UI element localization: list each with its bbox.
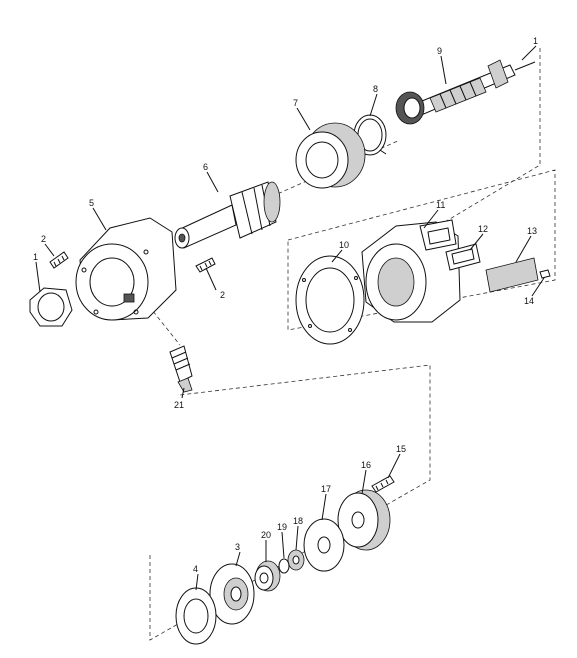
callout-6: 8 — [373, 84, 378, 94]
part-12-screw — [539, 269, 551, 279]
callout-21: 21 — [174, 400, 184, 410]
part-14-end-cap — [337, 489, 391, 551]
part-2-bolt-left — [49, 251, 69, 269]
part-4-cylinder-shaft — [174, 181, 281, 249]
callout-4: 6 — [203, 162, 208, 172]
callout-1-left: 1 — [33, 252, 38, 262]
part-8-flange-gasket — [295, 255, 365, 345]
callout-7: 9 — [437, 46, 442, 56]
part-18-bearing — [254, 560, 281, 592]
part-2-bolt-right — [195, 257, 216, 273]
part-9-gearbox-housing — [361, 219, 461, 323]
callout-11: 13 — [527, 226, 537, 236]
callout-13: 15 — [396, 444, 406, 454]
part-6-retaining-ring — [353, 114, 387, 156]
callout-8: 10 — [339, 240, 349, 250]
part-10-cover-gasket — [445, 243, 481, 271]
callouts: 1 9 8 7 6 5 2 1 2 21 10 11 12 13 14 15 1… — [33, 36, 538, 574]
callout-2-left: 2 — [41, 234, 46, 244]
callout-9: 11 — [436, 200, 445, 210]
part-17-washer — [278, 558, 290, 574]
callout-15: 17 — [321, 484, 331, 494]
part-5-bearing — [295, 122, 366, 189]
assembly-boundary-upper — [397, 48, 541, 251]
part-7-drive-shaft — [395, 59, 536, 125]
callout-20: 4 — [193, 564, 198, 574]
callout-12: 14 — [524, 296, 534, 306]
callout-5: 7 — [293, 98, 298, 108]
part-21-fitting — [169, 345, 193, 393]
assembly-boundary-lower — [149, 364, 431, 641]
callout-2-right: 2 — [220, 290, 225, 300]
part-1-gasket — [29, 287, 73, 327]
part-16-nut — [287, 549, 305, 571]
part-19-housing-flange — [209, 563, 255, 625]
part-11-cover-plate — [485, 257, 539, 293]
callout-16: 18 — [293, 516, 303, 526]
part-15-flange-plate — [303, 518, 345, 572]
part-3-housing — [75, 217, 177, 321]
callout-1-upper: 1 — [533, 36, 538, 46]
part-13-cap-screw — [371, 475, 395, 493]
part-20-gasket — [175, 587, 217, 645]
leader-lines — [35, 45, 545, 591]
callout-18: 20 — [261, 530, 271, 540]
callout-3: 5 — [89, 198, 94, 208]
callout-14: 16 — [361, 460, 371, 470]
callout-19: 3 — [235, 542, 240, 552]
callout-17: 19 — [277, 522, 287, 532]
assembly-boundary-housing — [287, 169, 556, 331]
callout-10: 12 — [478, 224, 488, 234]
